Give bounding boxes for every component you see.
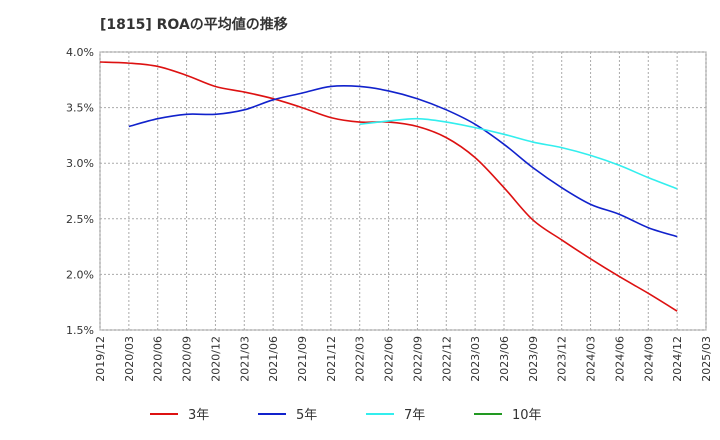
- x-tick-label: 2024/09: [642, 336, 655, 382]
- x-tick-label: 2019/12: [94, 336, 107, 382]
- y-tick-label: 2.0%: [66, 268, 94, 281]
- x-tick-label: 2024/06: [613, 336, 626, 382]
- legend-label-0: 3年: [188, 408, 209, 423]
- series-lines: [99, 61, 678, 312]
- x-tick-label: 2023/09: [527, 336, 540, 382]
- x-tick-label: 2022/06: [383, 336, 396, 382]
- x-tick-label: 2022/03: [354, 336, 367, 382]
- y-axis: 1.5% 2.0% 2.5% 3.0% 3.5% 4.0%: [66, 46, 94, 337]
- x-tick-label: 2021/09: [296, 336, 309, 382]
- x-tick-label: 2025/03: [700, 336, 713, 382]
- y-tick-label: 1.5%: [66, 324, 94, 337]
- x-axis: 2019/12 2020/03 2020/06 2020/09 2020/12 2021/…: [94, 336, 713, 382]
- y-tick-label: 3.5%: [66, 102, 94, 115]
- series-line-2: [359, 117, 678, 190]
- x-tick-label: 2020/03: [123, 336, 136, 382]
- series-line-1: [128, 84, 678, 238]
- x-tick-label: 2023/12: [556, 336, 569, 382]
- legend-label-2: 7年: [404, 408, 425, 423]
- x-tick-label: 2020/09: [181, 336, 194, 382]
- x-tick-label: 2021/03: [238, 336, 251, 382]
- y-tick-label: 3.0%: [66, 157, 94, 170]
- plot-area: [99, 51, 707, 331]
- x-tick-label: 2024/03: [585, 336, 598, 382]
- legend-label-1: 5年: [296, 408, 317, 423]
- x-tick-label: 2023/06: [498, 336, 511, 382]
- legend-label-3: 10年: [512, 408, 542, 423]
- y-tick-label: 2.5%: [66, 213, 94, 226]
- x-tick-label: 2021/12: [325, 336, 338, 382]
- x-tick-label: 2020/06: [152, 336, 165, 382]
- x-tick-label: 2022/12: [440, 336, 453, 382]
- chart-title: [1815] ROAの平均値の推移: [100, 17, 288, 33]
- x-tick-label: 2021/06: [267, 336, 280, 382]
- grid-lines: [99, 51, 707, 331]
- y-tick-label: 4.0%: [66, 46, 94, 59]
- x-tick-label: 2022/09: [411, 336, 424, 382]
- x-tick-label: 2020/12: [209, 336, 222, 382]
- x-tick-label: 2024/12: [671, 336, 684, 382]
- x-tick-label: 2023/03: [469, 336, 482, 382]
- series-line-0: [99, 61, 678, 312]
- legend: 3年 5年 7年 10年: [150, 408, 542, 423]
